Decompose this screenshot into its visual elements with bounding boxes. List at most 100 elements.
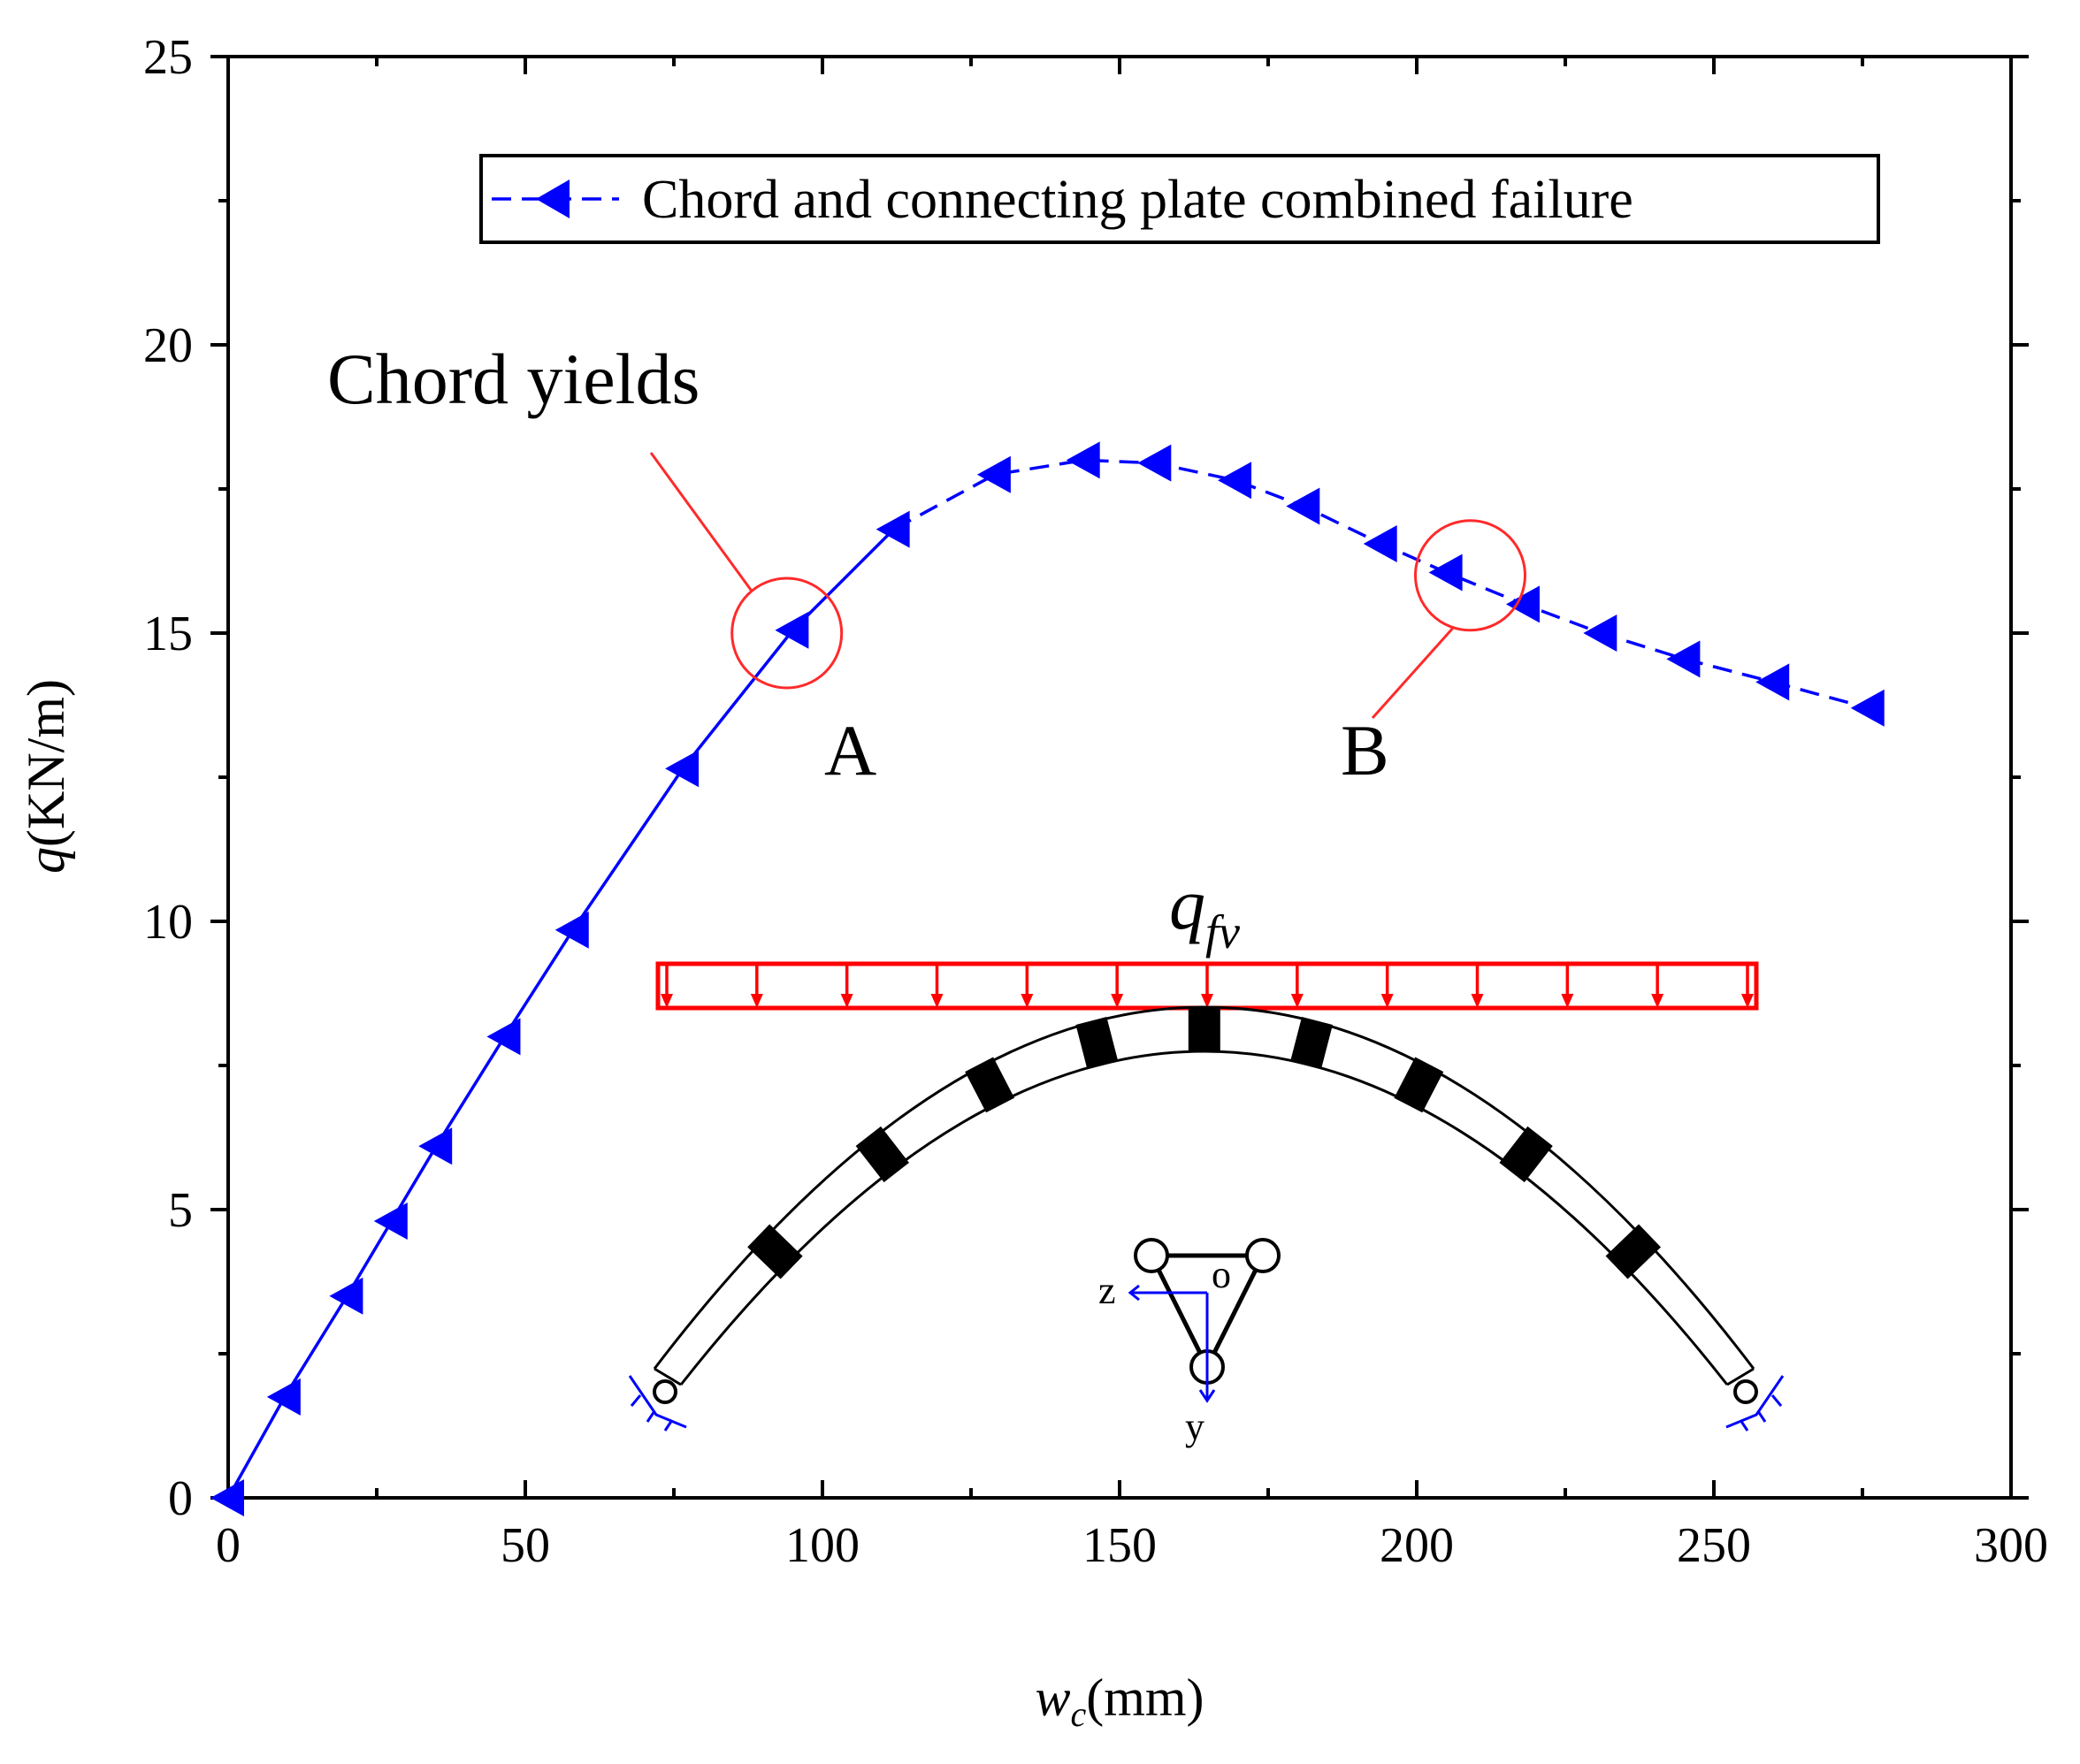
load-arrow-head (930, 994, 944, 1008)
coord-axes-icon (1128, 1284, 1216, 1403)
legend-entry-label: Chord and connecting plate combined fail… (642, 170, 1633, 230)
x-tick-label: 200 (1380, 1518, 1454, 1573)
x-tick-label: 300 (1974, 1518, 2048, 1573)
series-marker (554, 911, 589, 949)
y-tick-label: 10 (143, 895, 193, 950)
coord-label-y: y (1185, 1405, 1204, 1448)
series-marker (1755, 663, 1790, 701)
series-line (226, 458, 1870, 1499)
series-line-solid (226, 528, 895, 1499)
series-marker (1286, 487, 1320, 525)
connecting-plate (1188, 1006, 1220, 1052)
series-marker (1066, 441, 1100, 479)
x-tick-label: 150 (1082, 1518, 1157, 1573)
connecting-plate (1605, 1224, 1662, 1279)
distributed-load-arrows (661, 964, 1754, 1008)
callout-circle-b (1413, 519, 1526, 632)
series-marker (1428, 554, 1463, 592)
arch-end-left (654, 1367, 682, 1386)
series-marker (1363, 524, 1397, 562)
connecting-plate (1290, 1017, 1333, 1070)
load-arrow-head (1741, 994, 1754, 1008)
series-marker (1137, 444, 1172, 482)
y-tick-label: 25 (143, 30, 193, 85)
chord-node-right (1245, 1238, 1281, 1273)
axis-tick-labels: 0 50 100 150 200 250 300 0 5 10 15 20 25 (143, 30, 2048, 1573)
series-markers (210, 441, 1885, 1516)
series-marker (210, 1479, 244, 1516)
annotation-point-b: B (1341, 710, 1389, 790)
series-marker (775, 611, 809, 649)
series-marker (976, 455, 1011, 493)
series-marker (486, 1018, 521, 1056)
x-axis-title: wc(mm) (1035, 1669, 1204, 1734)
series-marker (418, 1127, 453, 1165)
coord-label-o: o (1212, 1253, 1231, 1296)
series-marker (1583, 615, 1617, 652)
series-marker (665, 750, 700, 788)
annotation-chord-yields: Chord yields (327, 339, 700, 419)
series-marker (1666, 640, 1701, 678)
y-axis-title: q(KN/m) (17, 679, 75, 874)
support-pin-left (653, 1379, 677, 1404)
load-arrow-head (1290, 994, 1304, 1008)
legend: Chord and connecting plate combined fail… (479, 154, 1880, 244)
connecting-plate (1075, 1017, 1119, 1070)
load-arrow-head (661, 994, 673, 1008)
y-tick-label: 0 (168, 1471, 193, 1526)
annotation-point-a: A (824, 710, 876, 790)
series-marker (266, 1378, 301, 1416)
series-marker (876, 510, 910, 548)
axis-ticks (210, 55, 2029, 1500)
callout-a (649, 452, 844, 690)
arch-inset: qfv z o y (628, 864, 1785, 1448)
x-tick-label: 50 (501, 1518, 550, 1573)
support-pin-right (1733, 1379, 1758, 1404)
connecting-plate (1394, 1057, 1444, 1113)
connecting-plate (747, 1224, 803, 1279)
series-marker (1505, 585, 1540, 623)
load-arrow-head (840, 994, 853, 1008)
arch-inner-edge (679, 1050, 1729, 1386)
load-arrow-head (1651, 994, 1664, 1008)
series-marker (1850, 689, 1885, 727)
load-arrow-head (1111, 994, 1124, 1008)
connecting-plate (965, 1057, 1015, 1113)
series-marker (329, 1277, 363, 1315)
cross-section-inset: z o y (1098, 1238, 1281, 1448)
x-tick-label: 250 (1677, 1518, 1751, 1573)
series-marker (373, 1203, 408, 1241)
chord-node-left (1134, 1238, 1169, 1273)
support-left-icon (628, 1375, 687, 1432)
legend-marker (536, 179, 570, 218)
y-tick-label: 15 (143, 607, 193, 661)
x-tick-label: 100 (785, 1518, 860, 1573)
legend-box (479, 154, 1880, 244)
load-arrow-head (1471, 994, 1484, 1008)
arch-end-right (1726, 1367, 1755, 1386)
connecting-plate (855, 1126, 909, 1183)
arch-outer-edge (653, 1005, 1755, 1370)
callout-circle-a (730, 577, 844, 690)
connecting-plate (1499, 1126, 1553, 1183)
load-arrow-head (1380, 994, 1394, 1008)
load-arrow-head (1201, 994, 1213, 1008)
arch-connecting-plates (747, 1006, 1662, 1279)
callout-leader-a (649, 452, 753, 592)
triangular-section (1147, 1253, 1267, 1372)
load-arrow-head (1021, 994, 1034, 1008)
x-tick-label: 0 (216, 1518, 241, 1573)
y-tick-label: 20 (143, 318, 193, 373)
y-tick-label: 5 (168, 1183, 193, 1238)
coord-label-z: z (1098, 1269, 1116, 1312)
load-arrow-head (750, 994, 763, 1008)
callout-b (1371, 519, 1526, 719)
series-line-dashed (892, 458, 1870, 710)
series-marker (1218, 462, 1252, 500)
plot-frame (226, 55, 2013, 1500)
callout-leader-b (1371, 627, 1454, 719)
load-arrow-head (1561, 994, 1574, 1008)
load-label: qfv (1169, 864, 1240, 958)
support-right-icon (1725, 1375, 1785, 1432)
